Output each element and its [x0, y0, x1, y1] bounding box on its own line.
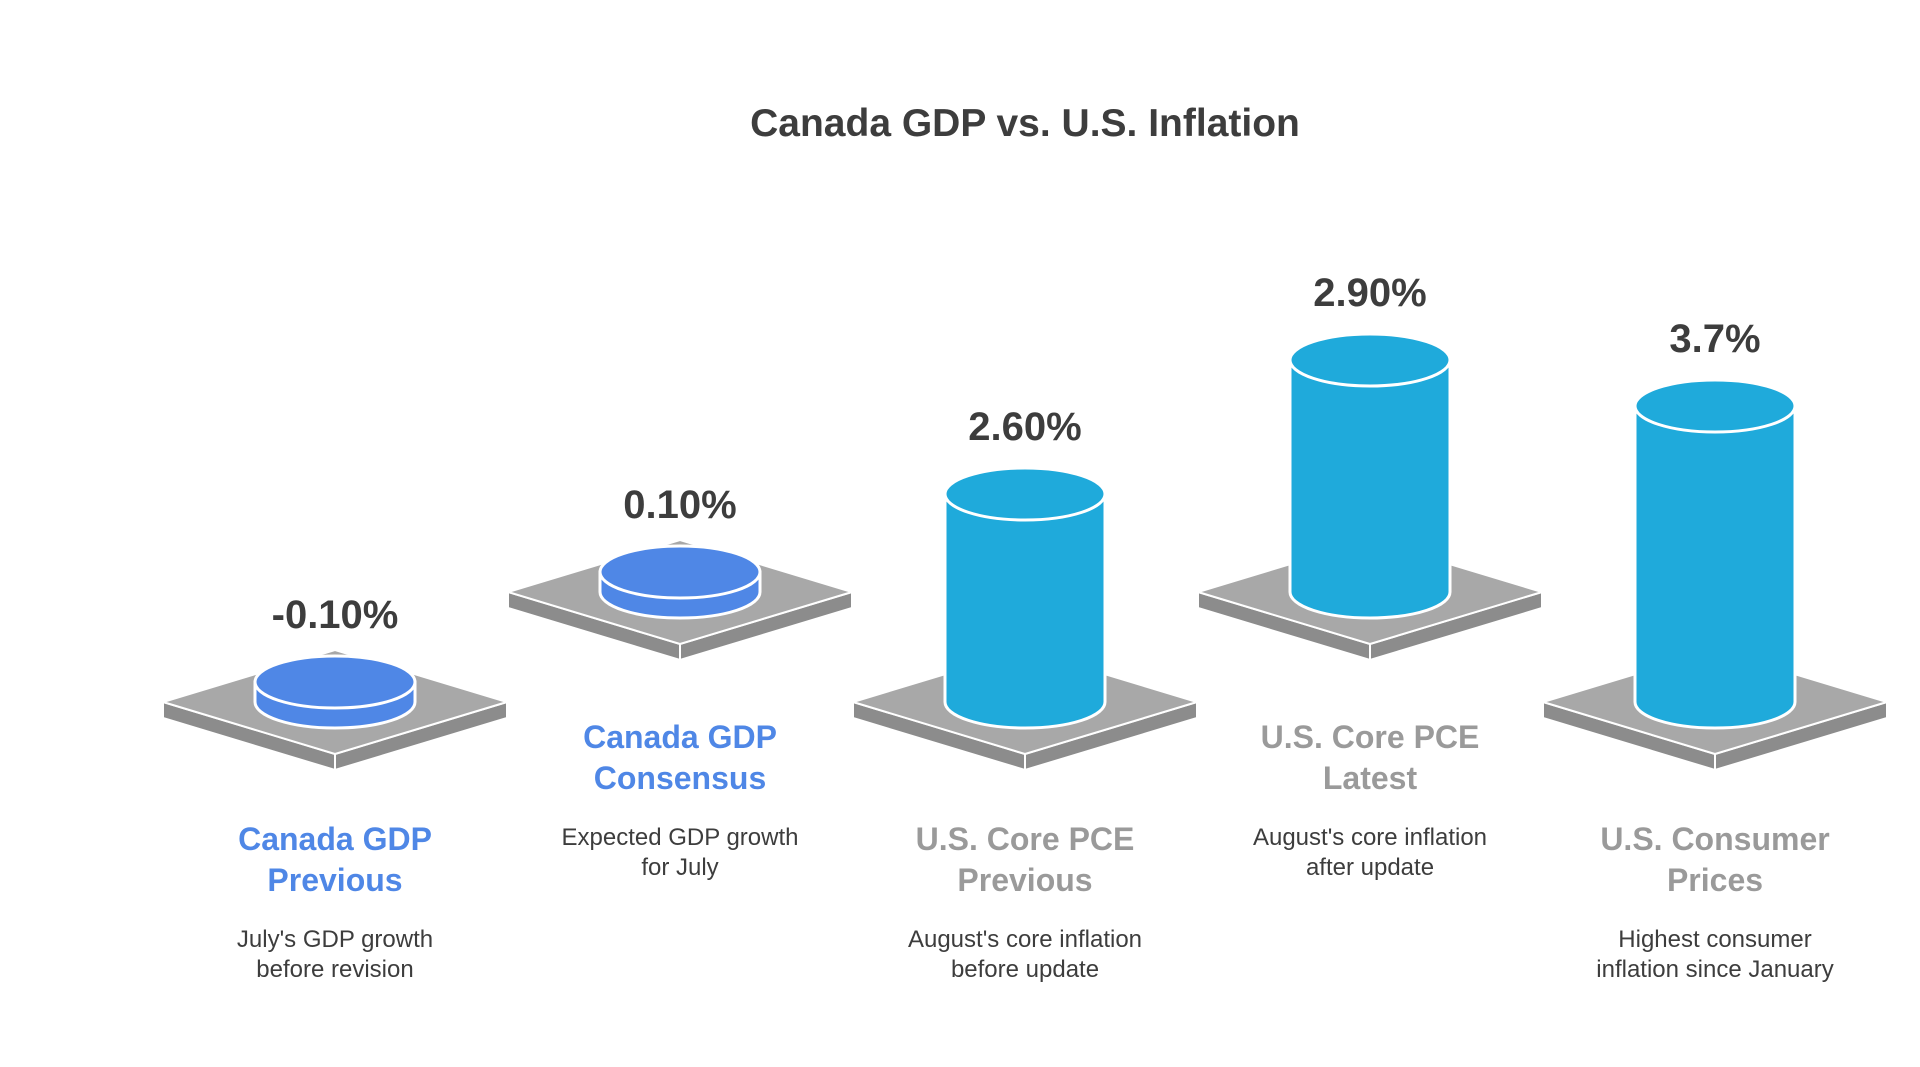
category-label: Consensus [594, 760, 766, 796]
bar-cylinder-top [943, 466, 1107, 522]
value-label: 2.90% [1313, 271, 1426, 315]
category-description: before revision [256, 956, 413, 983]
category-label: U.S. Consumer [1600, 821, 1829, 857]
category-label: U.S. Core PCE [916, 821, 1135, 857]
category-label: Canada GDP [238, 821, 432, 857]
category-label: Previous [957, 862, 1092, 898]
bar-item-1: -0.10% Canada GDP Previous July's GDP growt… [159, 593, 511, 983]
category-description: Highest consumer [1618, 926, 1811, 953]
bar-item-2: 0.10% Canada GDP Consensus Expected GDP gro… [504, 483, 856, 881]
bar-cylinder-body [1288, 358, 1452, 620]
category-description: August's core inflation [908, 926, 1142, 953]
category-description: Expected GDP growth [561, 824, 798, 851]
bar-cylinder-body [1633, 404, 1797, 730]
bar-item-5: 3.7% U.S. Consumer Prices Highest consumer i… [1539, 317, 1891, 983]
category-description: inflation since January [1596, 956, 1833, 983]
category-description: for July [641, 854, 718, 881]
value-label: 2.60% [968, 405, 1081, 449]
category-description: July's GDP growth [237, 926, 433, 953]
category-description: before update [951, 956, 1099, 983]
category-label: Canada GDP [583, 719, 777, 755]
category-description: August's core inflation [1253, 824, 1487, 851]
bar-cylinder-body [943, 492, 1107, 730]
category-label: U.S. Core PCE [1261, 719, 1480, 755]
bar-item-4: 2.90% U.S. Core PCE Latest August's core in… [1194, 271, 1546, 881]
bars-group: -0.10% Canada GDP Previous July's GDP growt… [159, 271, 1891, 983]
bar-cylinder-top [598, 544, 762, 600]
category-label: Previous [267, 862, 402, 898]
category-label: Latest [1323, 760, 1418, 796]
category-description: after update [1306, 854, 1434, 881]
value-label: -0.10% [272, 593, 399, 637]
bar-cylinder-top [253, 654, 417, 710]
bar-cylinder-top [1288, 332, 1452, 388]
chart-title: Canada GDP vs. U.S. Inflation [750, 102, 1300, 145]
value-label: 0.10% [623, 483, 736, 527]
bar-cylinder-top [1633, 378, 1797, 434]
value-label: 3.7% [1669, 317, 1760, 361]
bar-item-3: 2.60% U.S. Core PCE Previous August's core … [849, 405, 1201, 983]
category-label: Prices [1667, 862, 1763, 898]
